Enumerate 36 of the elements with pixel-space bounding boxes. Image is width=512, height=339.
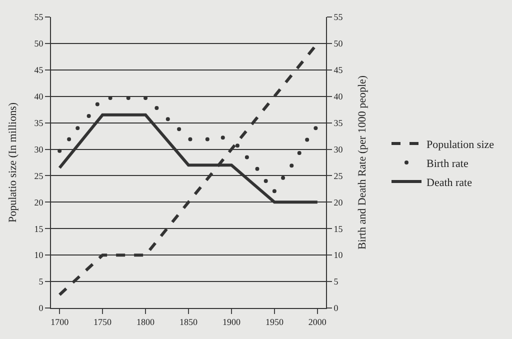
- y-tick-label: 45: [34, 65, 44, 76]
- y-tick-label: 55: [34, 12, 44, 22]
- y-tick-label: 35: [34, 118, 44, 128]
- x-tick-label: 1800: [136, 316, 156, 327]
- x-tick-label: 1700: [50, 316, 70, 327]
- y-tick-label: 0: [38, 303, 44, 314]
- y2-tick-label: 25: [334, 170, 344, 181]
- y2-tick-label: 5: [334, 276, 339, 287]
- y-tick-label: 50: [34, 38, 44, 49]
- y-tick-label: 25: [34, 170, 44, 181]
- y-tick-label: 30: [34, 144, 44, 154]
- legend-label: Population size: [426, 138, 494, 151]
- y-tick-label: 10: [34, 250, 44, 260]
- y2-tick-label: 45: [334, 65, 344, 76]
- y2-tick-label: 30: [334, 144, 344, 154]
- y-tick-label: 5: [38, 276, 44, 287]
- x-tick-label: 1900: [222, 316, 241, 327]
- y2-tick-label: 10: [334, 250, 344, 260]
- legend-label: Death rate: [426, 176, 472, 189]
- x-tick-label: 1750: [94, 316, 112, 327]
- y2-tick-label: 50: [334, 38, 344, 49]
- y2-tick-label: 15: [334, 224, 344, 234]
- y2-tick-label: 55: [334, 12, 344, 22]
- y2-axis-title: Birth and Death Rate (per 1000 people): [356, 75, 368, 250]
- y-tick-label: 20: [34, 197, 44, 208]
- y-tick-label: 15: [34, 224, 44, 234]
- x-tick-label: 1850: [180, 316, 198, 327]
- legend-label: Birth rate: [426, 158, 468, 170]
- y2-tick-label: 40: [334, 92, 344, 102]
- x-tick-label: 1950: [265, 316, 284, 327]
- y-tick-label: 40: [34, 92, 44, 102]
- x-tick-label: 2000: [308, 316, 327, 327]
- y2-tick-label: 0: [334, 303, 339, 314]
- y2-tick-label: 20: [334, 197, 344, 208]
- y2-tick-label: 35: [334, 118, 344, 128]
- y-axis-title: Populatio size (In millions): [6, 102, 19, 223]
